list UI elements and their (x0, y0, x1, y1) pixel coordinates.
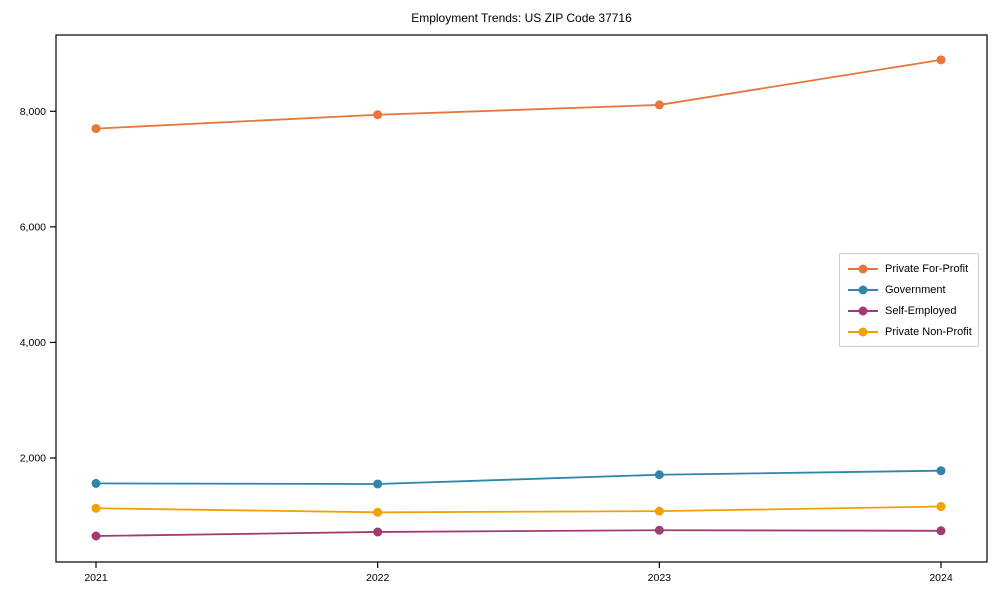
data-point-self-employed (373, 527, 383, 537)
x-tick-label: 2023 (648, 572, 672, 584)
series-line-self-employed (95, 529, 942, 537)
plot-border (55, 34, 988, 563)
data-point-self-employed (91, 531, 101, 541)
data-point-private-for-profit (936, 55, 946, 65)
legend-entry-private-for-profit: Private For-Profit (848, 260, 970, 277)
data-point-private-non-profit (91, 503, 101, 513)
legend-label: Self-Employed (885, 304, 957, 317)
series-line-private-non-profit (95, 505, 942, 514)
legend-line-marker-icon (848, 305, 878, 316)
data-point-government (936, 466, 946, 476)
legend-line-marker-icon (848, 326, 878, 337)
legend-label: Private Non-Profit (885, 325, 972, 338)
y-tick-label: 2,000 (20, 452, 46, 464)
data-point-private-non-profit (373, 507, 383, 517)
legend-label: Government (885, 283, 946, 296)
legend-entry-self-employed: Self-Employed (848, 302, 970, 319)
data-point-private-non-profit (654, 506, 664, 516)
x-tick-label: 2024 (929, 572, 953, 584)
y-tick-label: 8,000 (20, 106, 46, 118)
y-tick-label: 4,000 (20, 337, 46, 349)
x-tick-label: 2022 (366, 572, 390, 584)
series-line-government (95, 469, 942, 485)
data-point-government (373, 479, 383, 489)
y-tick-label: 6,000 (20, 221, 46, 233)
data-point-government (91, 478, 101, 488)
series-line-private-for-profit (95, 58, 942, 130)
data-point-private-for-profit (91, 124, 101, 134)
legend-entry-government: Government (848, 281, 970, 298)
data-point-government (654, 470, 664, 480)
legend-line-marker-icon (848, 284, 878, 295)
x-tick-label: 2021 (84, 572, 108, 584)
data-point-self-employed (936, 526, 946, 536)
chart-legend: Private For-Profit Government Self-Emplo… (839, 253, 979, 347)
legend-label: Private For-Profit (885, 262, 969, 275)
legend-entry-private-non-profit: Private Non-Profit (848, 323, 972, 340)
chart-title: Employment Trends: US ZIP Code 37716 (411, 11, 632, 25)
data-point-private-for-profit (654, 100, 664, 110)
data-point-self-employed (654, 525, 664, 535)
data-point-private-non-profit (936, 502, 946, 512)
data-point-private-for-profit (373, 110, 383, 120)
legend-line-marker-icon (848, 263, 878, 274)
